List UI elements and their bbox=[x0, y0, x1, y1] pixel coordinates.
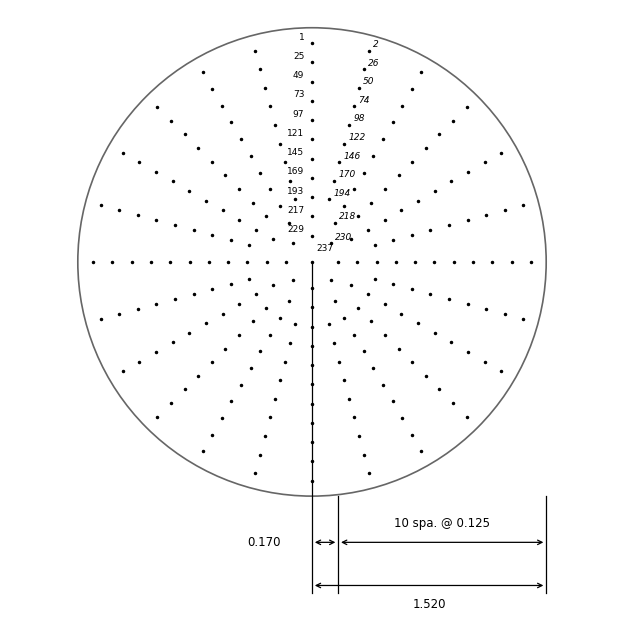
Text: 73: 73 bbox=[293, 90, 305, 99]
Text: 74: 74 bbox=[358, 96, 370, 105]
Text: 230: 230 bbox=[335, 233, 353, 242]
Text: 25: 25 bbox=[293, 52, 305, 61]
Text: 97: 97 bbox=[293, 110, 305, 119]
Text: 229: 229 bbox=[287, 225, 305, 234]
Text: 0.170: 0.170 bbox=[247, 536, 281, 549]
Text: 1: 1 bbox=[298, 32, 305, 42]
Text: 170: 170 bbox=[338, 170, 356, 179]
Text: 1.520: 1.520 bbox=[412, 598, 446, 611]
Text: 237: 237 bbox=[316, 244, 334, 253]
Text: 193: 193 bbox=[287, 187, 305, 196]
Text: 10 spa. @ 0.125: 10 spa. @ 0.125 bbox=[394, 517, 490, 530]
Text: 218: 218 bbox=[339, 212, 356, 221]
Text: 145: 145 bbox=[287, 148, 305, 157]
Text: 49: 49 bbox=[293, 71, 305, 80]
Text: 194: 194 bbox=[333, 189, 351, 198]
Text: 2: 2 bbox=[373, 40, 379, 49]
Text: 50: 50 bbox=[363, 77, 375, 86]
Text: 146: 146 bbox=[343, 152, 361, 160]
Text: 98: 98 bbox=[353, 114, 365, 124]
Text: 121: 121 bbox=[287, 129, 305, 138]
Text: 217: 217 bbox=[287, 206, 305, 215]
Text: 169: 169 bbox=[287, 167, 305, 177]
Text: 26: 26 bbox=[368, 59, 380, 67]
Text: 122: 122 bbox=[348, 133, 366, 142]
